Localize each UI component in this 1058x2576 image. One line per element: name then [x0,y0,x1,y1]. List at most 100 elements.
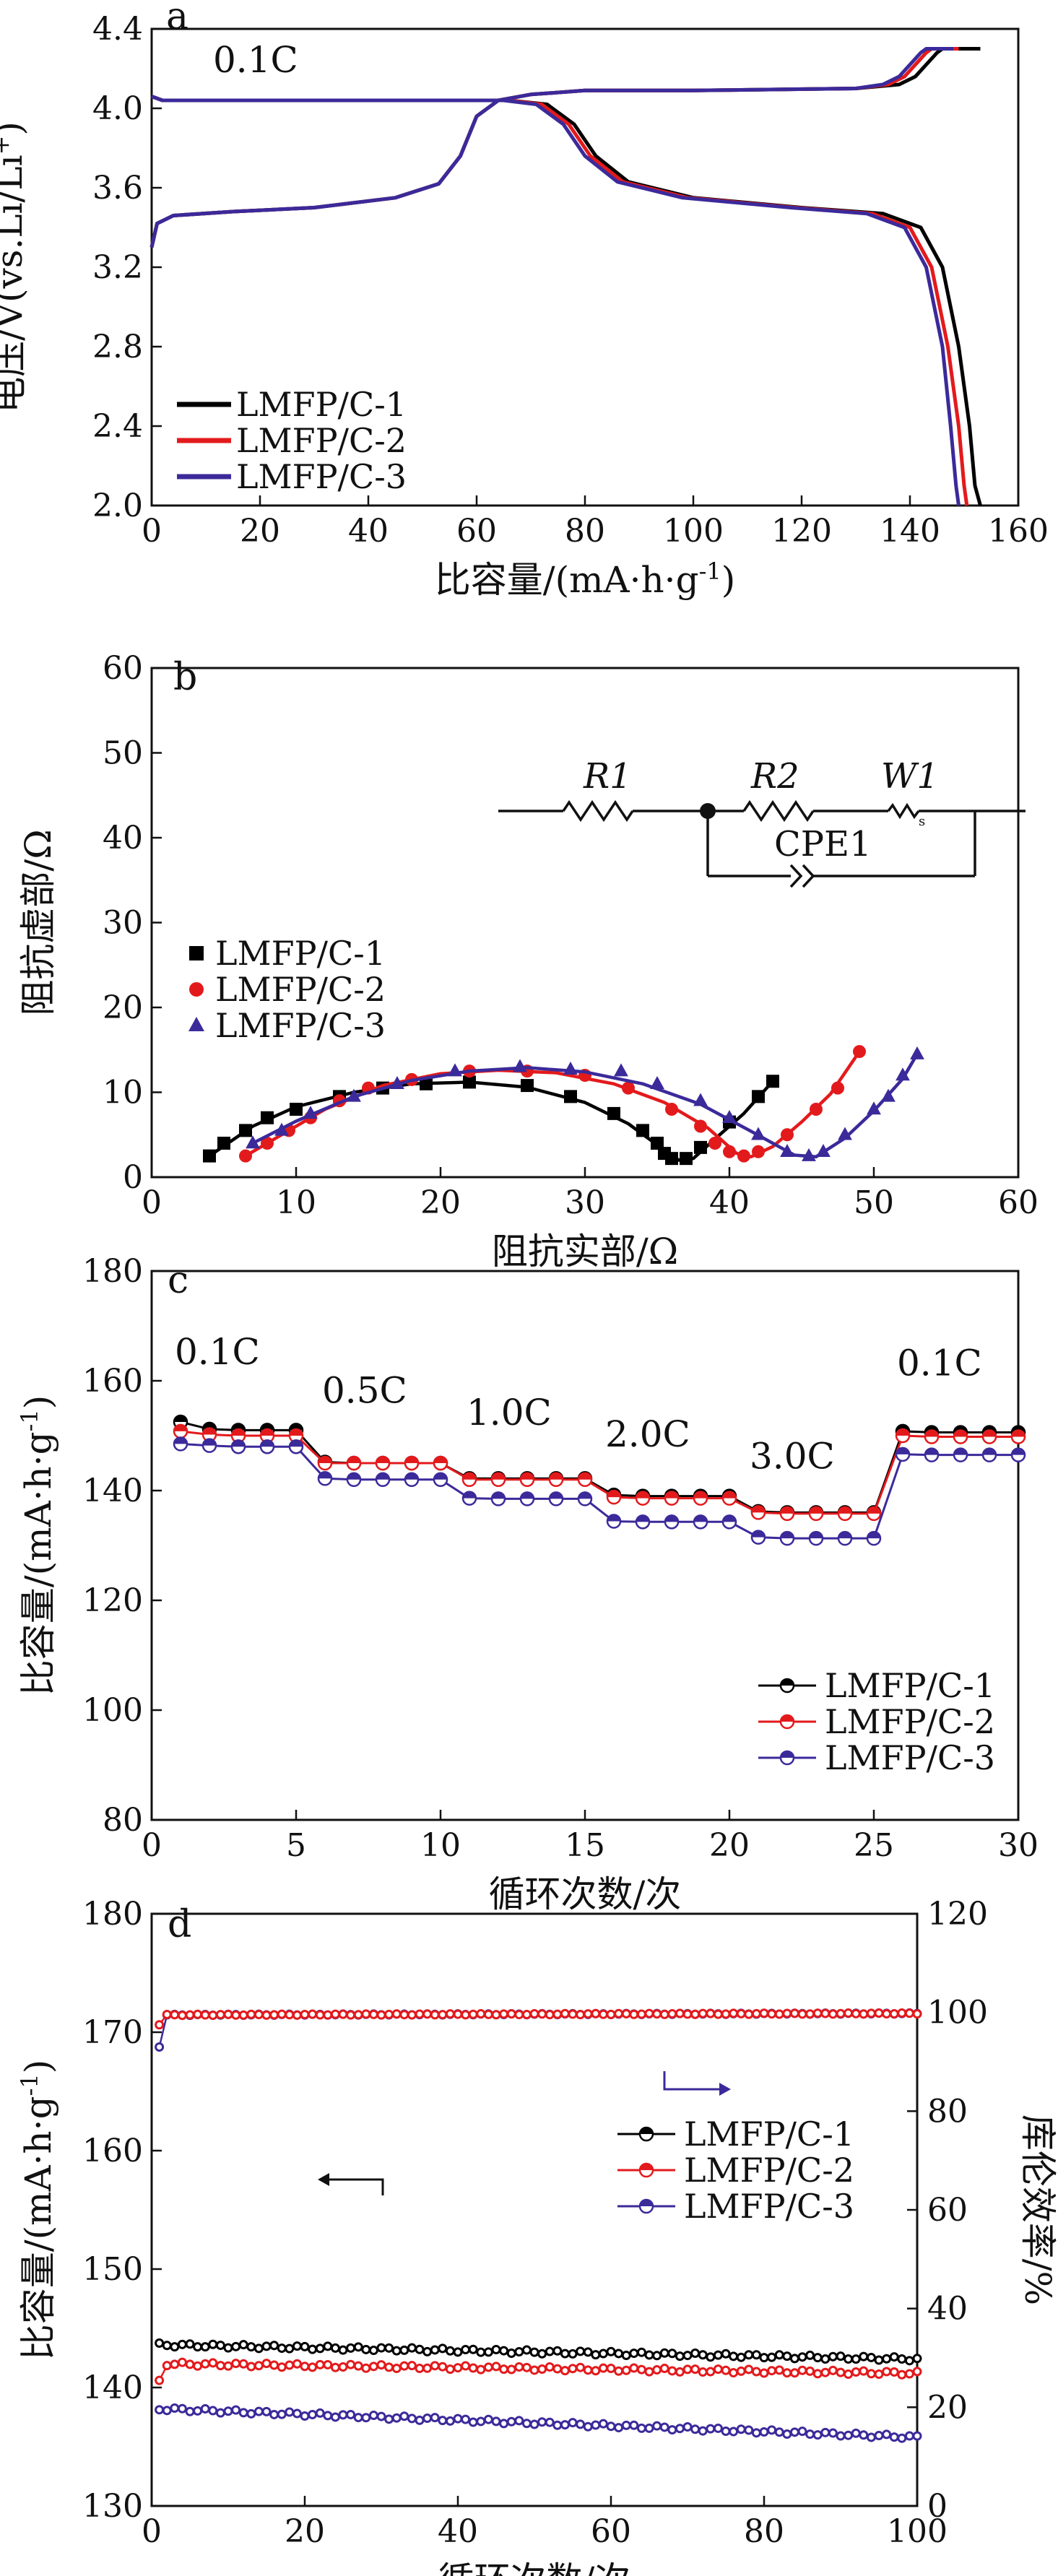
d-series-marker [499,2009,509,2019]
b-series-marker [390,1075,404,1089]
d-series-marker [659,2009,669,2019]
d-series-marker [483,2347,493,2357]
d-series-marker [828,2009,838,2019]
d-series-marker [729,2368,739,2378]
c-legend-marker-fill [781,1679,794,1686]
b-series-marker [752,1145,765,1158]
d-series-marker [415,2415,425,2425]
d-series-marker [292,2408,302,2419]
d-series-marker [751,2367,761,2377]
d-series-marker [889,2009,899,2019]
d-series-marker [636,2009,646,2019]
d-series-marker [399,2411,409,2421]
a-series-charge-curve [149,47,953,248]
b-series-marker [680,1152,693,1166]
b-legend-marker [189,946,204,960]
d-series-marker [568,2418,578,2428]
d-series-marker [614,2366,624,2376]
d-series-marker [361,2009,371,2019]
c-x-tick-label: 30 [998,1827,1039,1864]
a-x-tick-label: 140 [880,513,940,550]
c-series-marker-fill [925,1448,938,1455]
d-series-marker [445,2009,455,2019]
c-y-axis-label: 比容量/(mA·h·g-1) [16,1395,59,1696]
a-y-tick-label: 3.6 [92,170,143,207]
d-series-marker [415,2344,425,2354]
d-series-marker [384,2343,394,2353]
d-panel-letter: d [168,1903,191,1946]
d-series-marker [155,2405,165,2415]
d-series-marker [552,2420,563,2430]
d-series-marker [300,2362,310,2372]
d-series-marker [193,2342,203,2352]
d-series-marker [506,2364,516,2375]
d-series-marker [391,2413,402,2423]
d-series-marker [866,2369,876,2379]
d-series-marker [430,2413,440,2423]
d-series-marker [682,2364,693,2375]
d-series-marker [438,2343,448,2354]
d-series-marker [667,2349,677,2359]
b-circuit-resistor-r1 [562,799,634,823]
d-y2-tick-label: 80 [927,2093,968,2130]
d-series-marker [812,2353,823,2363]
c-series-marker-fill [896,1447,909,1454]
a-x-tick-label: 160 [988,513,1049,550]
b-series-marker [694,1119,707,1133]
d-series-marker [269,2341,279,2351]
d-series-marker [797,2365,807,2375]
d-series-marker [177,2011,187,2021]
b-series-marker [203,1149,216,1163]
d-series-marker [912,2431,922,2441]
b-series-marker [810,1103,823,1116]
d-series-marker [736,2366,746,2376]
d-series-marker [537,2417,547,2427]
d-series-marker [308,2344,318,2354]
b-y-tick-label: 30 [103,905,143,942]
d-series-marker [246,2342,256,2352]
b-series-marker [261,1111,274,1124]
d-series-marker [591,2350,601,2360]
d-series-marker [177,2357,187,2367]
c-series-marker-fill [810,1506,823,1514]
d-series-marker [859,2430,869,2440]
d-series-marker [774,2427,784,2437]
a-legend-label: LMFP/C-1 [236,385,407,424]
d-series-marker [353,2010,363,2020]
b-series-marker [802,1148,816,1161]
b-series-marker [737,1149,750,1163]
d-series-marker [805,2429,815,2440]
c-rate-annotation: 0.5C [322,1369,407,1411]
c-panel-letter: c [168,1259,188,1302]
d-series-marker [882,2354,892,2364]
d-series-marker [598,2009,608,2019]
c-legend-label: LMFP/C-1 [825,1666,995,1705]
c-series-marker-fill [867,1506,880,1514]
d-series-marker [675,2424,685,2434]
d-series-marker [453,2414,463,2424]
c-series-marker-fill [752,1506,765,1513]
d-series-marker [330,2343,340,2353]
d-series-marker [904,2369,914,2379]
d-series-marker [904,2008,914,2018]
d-series-marker [545,2417,555,2427]
d-x-tick-label: 0 [142,2513,162,2550]
a-x-tick-label: 120 [771,513,832,550]
d-series-marker [499,2364,509,2375]
c-series-marker-fill [838,1532,851,1539]
d-series-marker [155,2042,165,2052]
d-series-marker [200,2010,210,2020]
d-series-marker [652,2365,662,2375]
d-series-marker [346,2343,356,2353]
d-series-marker [246,2009,256,2019]
d-series-marker [904,2356,914,2366]
d-series-marker [476,2364,486,2375]
d-series-marker [576,2419,586,2429]
a-panel-letter: a [166,0,188,38]
d-series-marker [713,2423,723,2433]
d-series-marker [706,2352,716,2362]
d-series-marker [231,2010,241,2020]
d-series-marker [583,2009,593,2019]
d-x-tick-label: 20 [285,2513,325,2550]
d-series-marker [889,2432,899,2442]
